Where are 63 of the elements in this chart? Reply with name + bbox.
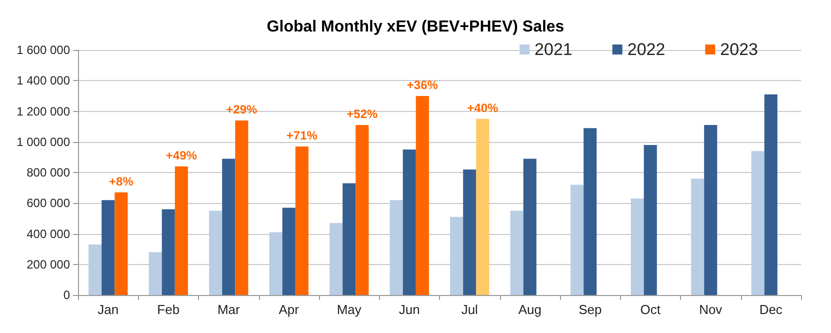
y-tick-label: 600 000 xyxy=(26,196,70,210)
x-tick-label: Aug xyxy=(518,302,542,317)
annotation: +71% xyxy=(286,128,318,142)
bar xyxy=(630,198,644,295)
x-tick-label: Nov xyxy=(699,302,723,317)
legend-label: 2023 xyxy=(720,40,758,59)
bar xyxy=(584,128,597,295)
x-tick-label: Sep xyxy=(578,302,602,317)
annotation: +29% xyxy=(226,102,258,116)
y-tick-label: 1 400 000 xyxy=(16,74,70,88)
bar xyxy=(402,150,416,295)
y-tick-label: 400 000 xyxy=(26,226,70,241)
bar xyxy=(330,223,343,295)
x-tick-label: Jun xyxy=(398,302,420,317)
bar xyxy=(644,144,657,295)
annotation: +36% xyxy=(406,78,438,92)
bar xyxy=(148,252,162,295)
y-tick-label: 1 000 000 xyxy=(16,134,70,149)
x-tick-label: Jul xyxy=(461,302,478,317)
bar xyxy=(476,118,490,295)
legend-label: 2021 xyxy=(534,40,572,59)
bar xyxy=(295,146,308,295)
annotation: +8% xyxy=(109,174,134,188)
bar xyxy=(751,151,764,295)
x-tick-label: Apr xyxy=(278,302,300,317)
chart-title: Global Monthly xEV (BEV+PHEV) Sales xyxy=(266,18,564,36)
x-tick-label: Jan xyxy=(98,302,119,317)
x-tick-label: Mar xyxy=(217,302,240,317)
bar xyxy=(235,120,248,295)
x-tick-label: Feb xyxy=(157,302,180,317)
bar xyxy=(523,158,536,295)
bar xyxy=(222,158,236,295)
bar xyxy=(88,244,102,295)
bar xyxy=(416,96,429,295)
bar xyxy=(162,209,175,295)
bar xyxy=(463,169,476,295)
bar xyxy=(450,216,464,295)
x-tick-label: Dec xyxy=(759,302,783,317)
bar xyxy=(390,200,403,295)
bar xyxy=(691,178,704,295)
y-tick-label: 1 600 000 xyxy=(16,43,70,57)
annotation: +49% xyxy=(166,148,198,162)
y-tick-label: 200 000 xyxy=(26,257,70,272)
bar xyxy=(764,94,778,295)
bar xyxy=(510,210,524,295)
bar xyxy=(114,192,128,295)
y-tick-label: 800 000 xyxy=(26,166,70,180)
y-tick-label: 0 xyxy=(63,288,70,302)
bar xyxy=(282,208,296,295)
annotation: +52% xyxy=(346,107,378,122)
y-tick-label: 1 200 000 xyxy=(16,104,70,118)
bar xyxy=(209,210,222,295)
bar xyxy=(342,183,356,295)
x-tick-label: Oct xyxy=(640,302,661,317)
bar xyxy=(174,166,188,295)
bar xyxy=(269,232,282,295)
bar xyxy=(570,184,584,295)
bar xyxy=(102,200,115,295)
bar xyxy=(704,125,718,295)
annotation: +40% xyxy=(467,100,499,115)
bar xyxy=(356,125,369,295)
legend-label: 2022 xyxy=(627,40,666,59)
x-tick-label: May xyxy=(336,302,362,317)
